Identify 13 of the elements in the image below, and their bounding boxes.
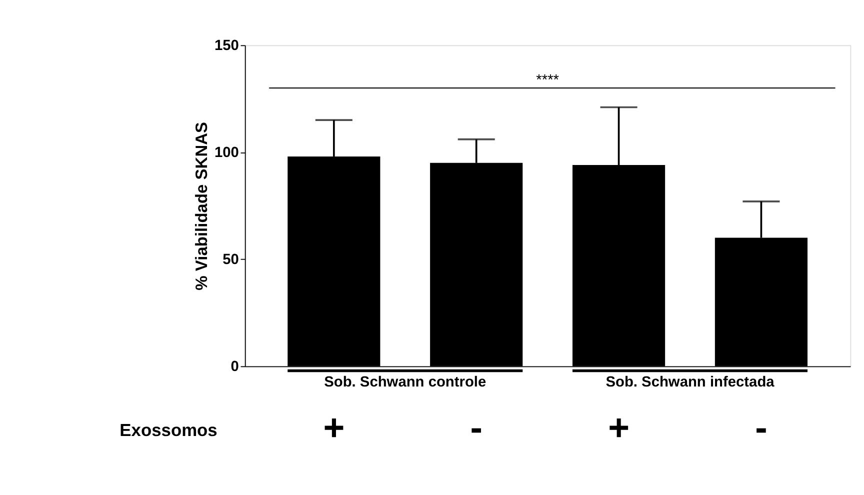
y-tick-label: 150	[214, 38, 239, 54]
ref-line-label: ****	[536, 72, 560, 88]
x-axis-title: Exossomos	[120, 420, 218, 440]
y-axis-title: % Viabilidade SKNAS	[193, 122, 212, 290]
text: Sob. Schwann infectada	[606, 374, 776, 390]
x-tick-label: -	[755, 407, 768, 448]
text: Sob. Schwann controle	[324, 374, 486, 390]
x-tick-label: +	[608, 407, 630, 448]
x-tick-label: +	[323, 407, 345, 448]
y-tick-label: 50	[222, 252, 239, 268]
x-tick-label: -	[470, 407, 482, 448]
y-tick-label: 100	[214, 145, 239, 162]
y-tick-label: 0	[230, 359, 239, 376]
